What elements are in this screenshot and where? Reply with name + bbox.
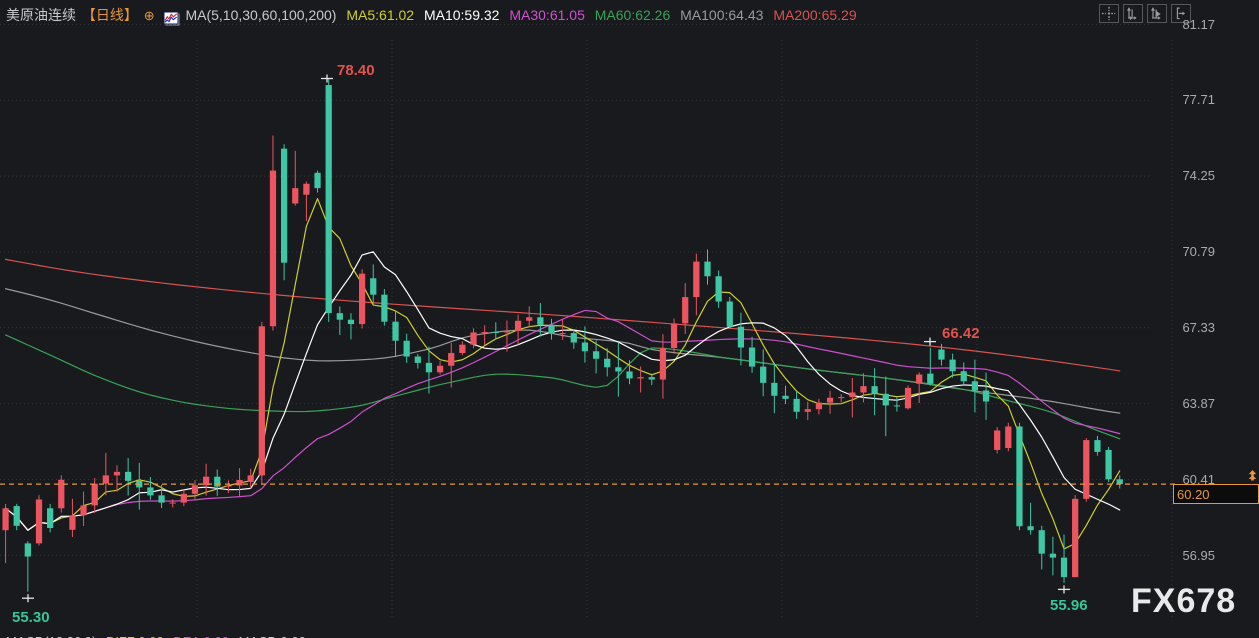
svg-text:55.30: 55.30 [12,609,50,626]
svg-text:66.42: 66.42 [942,325,980,342]
svg-text:55.96: 55.96 [1050,597,1088,614]
svg-text:78.40: 78.40 [337,62,375,79]
